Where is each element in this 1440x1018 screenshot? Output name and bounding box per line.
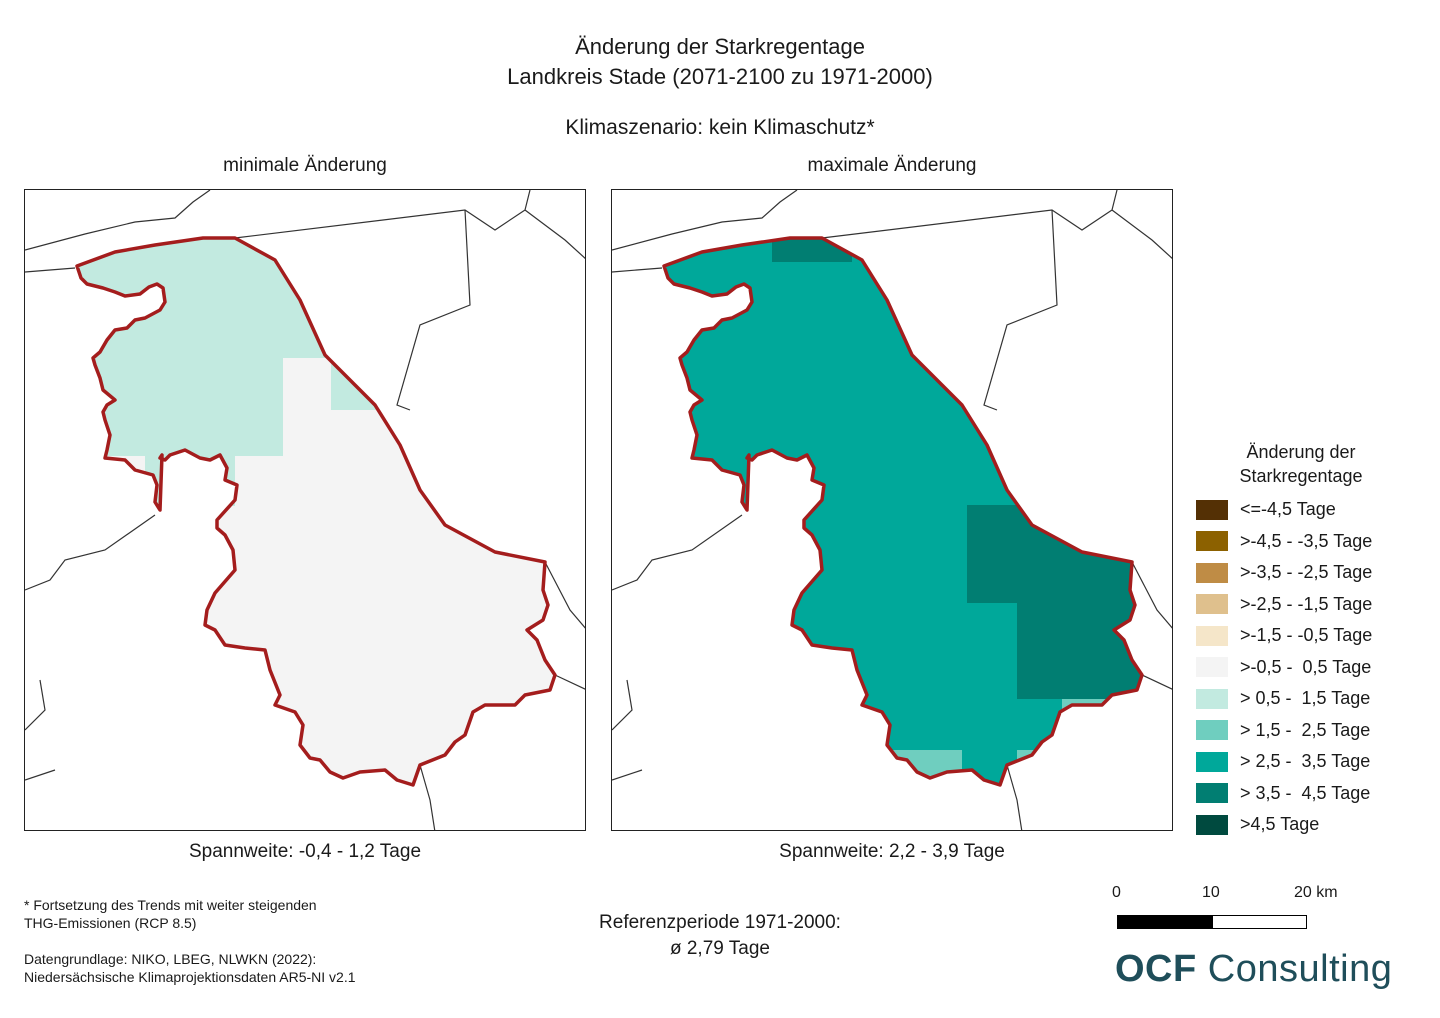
legend-item: > 3,5 - 4,5 Tage (1196, 778, 1406, 810)
legend-label: >-0,5 - 0,5 Tage (1240, 656, 1372, 677)
footnote-line2: THG-Emissionen (RCP 8.5) (24, 915, 197, 931)
range-caption-min: Spannweite: -0,4 - 1,2 Tage (188, 841, 422, 862)
range-caption-max: Spannweite: 2,2 - 3,9 Tage (779, 841, 1005, 862)
map-min-change (24, 189, 586, 831)
scenario-label: Klimaszenario: kein Klimaschutz* (565, 116, 875, 139)
footnote-line1: * Fortsetzung des Trends mit weiter stei… (24, 897, 317, 913)
reference-period: Referenzperiode 1971-2000: ø 2,79 Tage (560, 910, 880, 962)
map-subtitle: Landkreis Stade (2071-2100 zu 1971-2000) (507, 64, 933, 89)
district-boundary-max (662, 236, 1144, 787)
legend-item: >-2,5 - -1,5 Tage (1196, 589, 1406, 621)
legend-label: >-3,5 - -2,5 Tage (1240, 562, 1373, 583)
reference-line1: Referenzperiode 1971-2000: (599, 912, 841, 933)
legend-swatch (1196, 814, 1228, 835)
data-source: Datengrundlage: NIKO, LBEG, NLWKN (2022)… (24, 950, 356, 986)
map-max-change (611, 189, 1173, 831)
map-title: Änderung der Starkregentage (575, 34, 865, 59)
legend-label: > 1,5 - 2,5 Tage (1240, 719, 1371, 740)
legend-item: <=-4,5 Tage (1196, 494, 1406, 526)
legend-label: >4,5 Tage (1240, 814, 1320, 835)
legend-item: >-4,5 - -3,5 Tage (1196, 526, 1406, 558)
footnote: * Fortsetzung des Trends mit weiter stei… (24, 896, 317, 932)
company-logo: OCF Consulting (1115, 948, 1392, 991)
scale-segment-white (1212, 915, 1307, 929)
legend-title-line1: Änderung der (1246, 442, 1356, 462)
legend-label: >-4,5 - -3,5 Tage (1240, 530, 1373, 551)
legend-label: > 0,5 - 1,5 Tage (1240, 688, 1371, 709)
legend-item: >-1,5 - -0,5 Tage (1196, 620, 1406, 652)
logo-bold: OCF (1115, 948, 1197, 990)
legend-label: >-2,5 - -1,5 Tage (1240, 593, 1373, 614)
legend-item: > 2,5 - 3,5 Tage (1196, 746, 1406, 778)
legend-label: <=-4,5 Tage (1240, 499, 1336, 520)
legend-label: >-1,5 - -0,5 Tage (1240, 625, 1373, 646)
legend-swatch (1196, 625, 1228, 646)
reference-line2: ø 2,79 Tage (669, 938, 770, 959)
logo-regular: Consulting (1207, 948, 1393, 990)
scale-bar: 0 10 20 km (1100, 884, 1360, 934)
legend-label: > 2,5 - 3,5 Tage (1240, 751, 1371, 772)
legend-item: > 0,5 - 1,5 Tage (1196, 683, 1406, 715)
legend-swatch (1196, 562, 1228, 583)
scale-segment-black (1117, 915, 1213, 929)
neighbor-boundaries-left (25, 190, 585, 830)
legend-title-line2: Starkregentage (1239, 466, 1363, 486)
scale-label-0: 0 (1112, 884, 1121, 901)
legend-item: > 1,5 - 2,5 Tage (1196, 715, 1406, 747)
legend-swatch (1196, 720, 1228, 741)
legend-item: >-3,5 - -2,5 Tage (1196, 557, 1406, 589)
neighbor-boundaries-right (612, 190, 1172, 830)
scale-label-10: 10 (1202, 884, 1220, 901)
legend-swatch (1196, 688, 1228, 709)
legend-item: >4,5 Tage (1196, 809, 1406, 841)
legend-item: >-0,5 - 0,5 Tage (1196, 652, 1406, 684)
legend: Änderung der Starkregentage <=-4,5 Tage >… (1196, 440, 1406, 841)
legend-swatch (1196, 531, 1228, 552)
source-line1: Datengrundlage: NIKO, LBEG, NLWKN (2022)… (24, 951, 317, 967)
panel-title-min: minimale Änderung (223, 155, 387, 176)
legend-swatch (1196, 751, 1228, 772)
source-line2: Niedersächsische Klimaprojektionsdaten A… (24, 969, 356, 985)
legend-swatch (1196, 499, 1228, 520)
raster-min (77, 238, 555, 785)
district-boundary-min (75, 236, 557, 787)
legend-label: > 3,5 - 4,5 Tage (1240, 782, 1371, 803)
legend-swatch (1196, 594, 1228, 615)
legend-swatch (1196, 657, 1228, 678)
panel-title-max: maximale Änderung (807, 155, 977, 176)
legend-swatch (1196, 783, 1228, 804)
raster-max (664, 238, 1142, 785)
scale-label-20: 20 km (1294, 884, 1338, 901)
